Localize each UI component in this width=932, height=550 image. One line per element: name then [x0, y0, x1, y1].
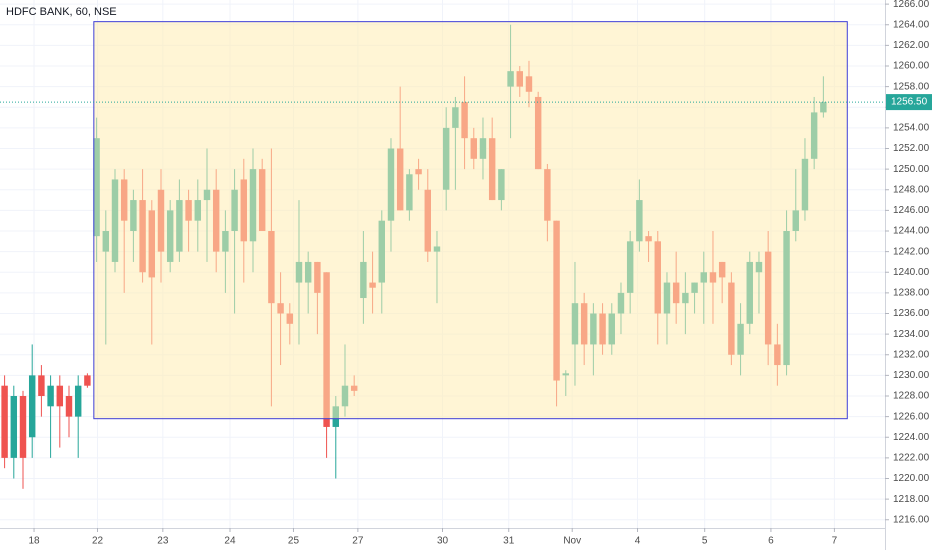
y-tick-label: 1246.00: [893, 205, 930, 216]
y-tick-label: 1254.00: [893, 123, 930, 134]
axes: 1216.00 1218.00 1220.00 1222.00 1224.00 1226.…: [28, 0, 932, 547]
rectangle-drawing: [93, 21, 848, 420]
candle-body: [56, 385, 64, 407]
last-price-badge: [886, 94, 932, 111]
x-tick-label: 22: [92, 536, 104, 547]
y-tick-label: 1264.00: [893, 19, 930, 30]
x-tick-label: 30: [437, 536, 449, 547]
chart-title: HDFC BANK, 60, NSE: [6, 6, 117, 18]
overlay: [0, 21, 885, 420]
y-tick-label: 1250.00: [893, 164, 930, 175]
candle-body: [65, 396, 73, 417]
y-tick-label: 1218.00: [893, 494, 930, 505]
last-price-label: 1256.50: [891, 97, 928, 108]
y-tick-label: 1236.00: [893, 308, 930, 319]
y-tick-label: 1244.00: [893, 226, 930, 237]
y-tick-label: 1252.00: [893, 143, 930, 154]
y-tick-label: 1262.00: [893, 40, 930, 51]
y-tick-label: 1228.00: [893, 391, 930, 402]
candle-body: [28, 375, 36, 438]
y-tick-label: 1216.00: [893, 514, 930, 525]
y-tick-label: 1258.00: [893, 81, 930, 92]
x-tick-label: 6: [768, 536, 774, 547]
y-tick-label: 1266.00: [893, 0, 930, 10]
x-tick-label: 27: [352, 536, 364, 547]
x-tick-label: 24: [224, 536, 236, 547]
x-tick-label: 23: [157, 536, 169, 547]
y-tick-label: 1226.00: [893, 411, 930, 422]
y-tick-label: 1234.00: [893, 329, 930, 340]
candle-body: [38, 375, 45, 396]
y-tick-label: 1232.00: [893, 349, 930, 360]
y-tick-label: 1242.00: [893, 246, 930, 257]
y-tick-label: 1230.00: [893, 370, 930, 381]
y-tick-label: 1222.00: [893, 453, 930, 464]
candle-body: [10, 396, 18, 458]
x-tick-label: 5: [702, 536, 708, 547]
candle-body: [74, 385, 82, 417]
x-tick-label: 7: [832, 536, 838, 547]
x-tick-label: 31: [503, 536, 515, 547]
y-tick-label: 1240.00: [893, 267, 930, 278]
candle-body: [47, 385, 54, 407]
candle-body: [84, 375, 91, 386]
y-tick-label: 1224.00: [893, 432, 930, 443]
x-tick-label: 4: [635, 536, 641, 547]
x-tick-label: Nov: [563, 536, 581, 547]
y-tick-label: 1220.00: [893, 473, 930, 484]
y-tick-label: 1248.00: [893, 184, 930, 195]
y-tick-label: 1238.00: [893, 288, 930, 299]
candle-body: [1, 385, 8, 458]
candle-body: [19, 396, 27, 458]
x-tick-label: 18: [28, 536, 40, 547]
x-tick-label: 25: [288, 536, 300, 547]
y-tick-label: 1260.00: [893, 61, 930, 72]
